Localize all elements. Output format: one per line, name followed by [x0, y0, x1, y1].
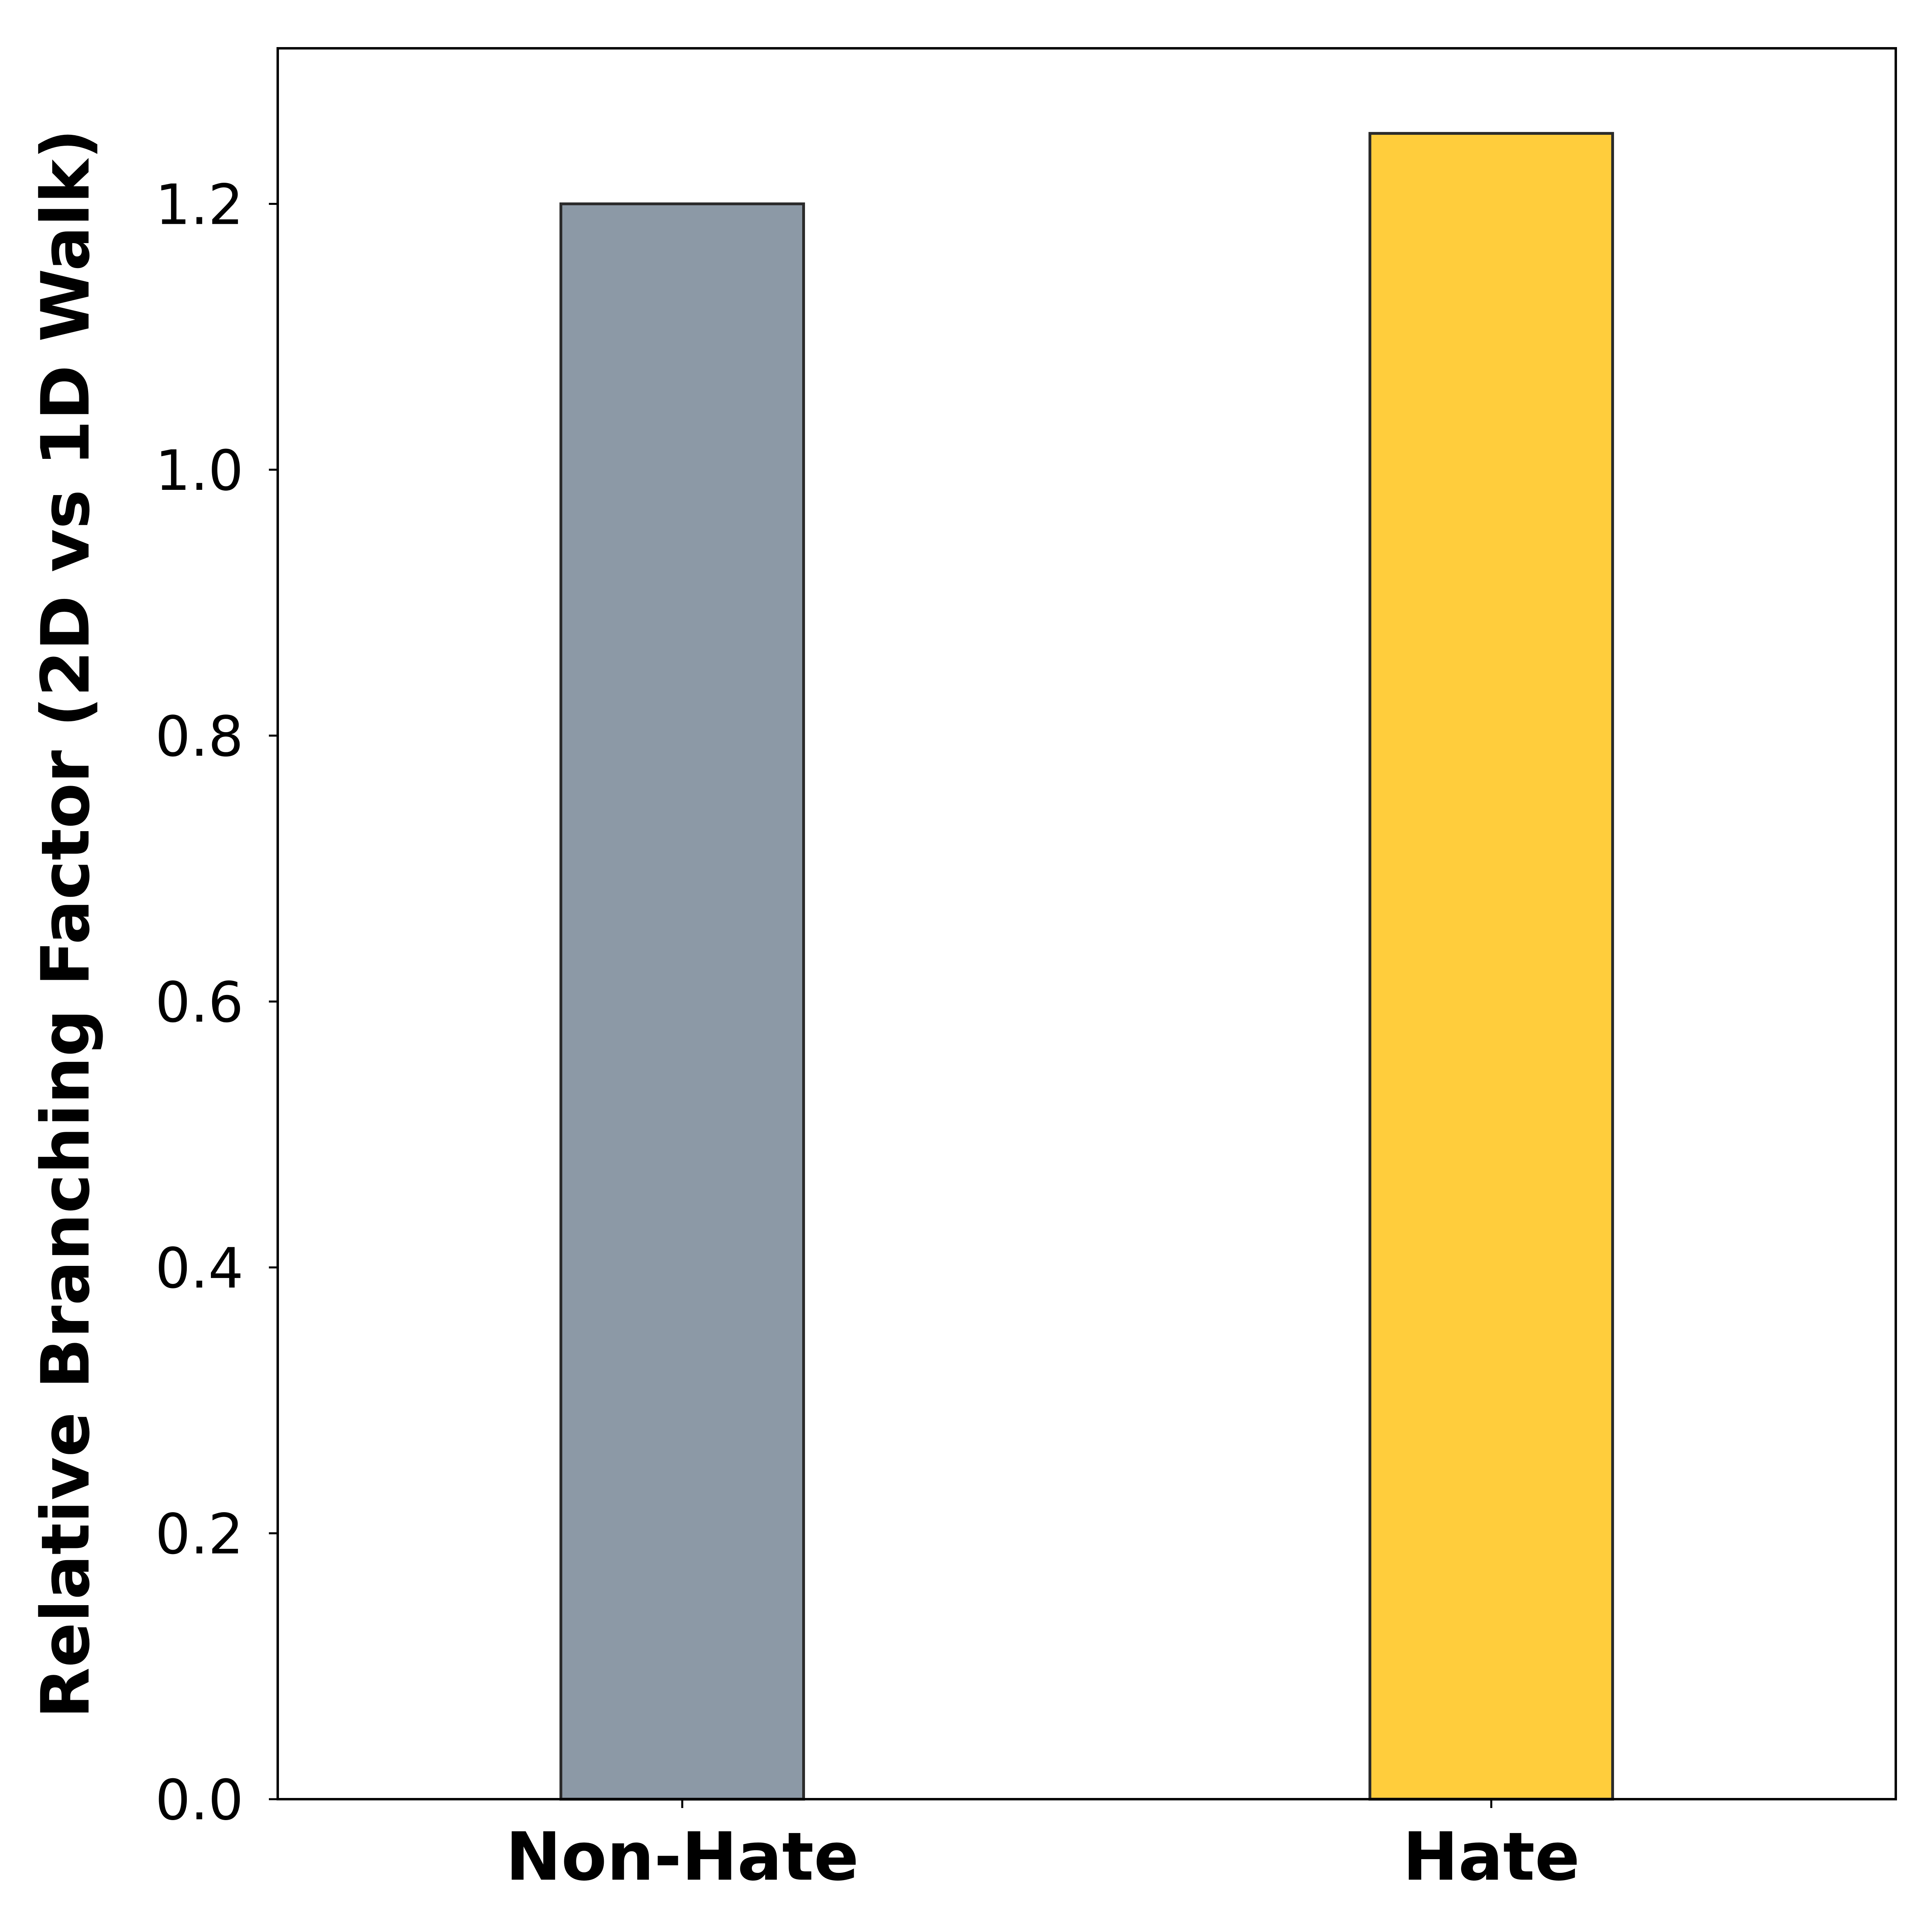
bar-hate — [1368, 132, 1614, 1801]
y-tick-label: 0.6 — [155, 970, 244, 1035]
x-tick-label: Non-Hate — [506, 1818, 859, 1895]
bars-group — [559, 132, 1614, 1801]
y-tick-label: 0.2 — [155, 1502, 244, 1567]
y-axis-title: Relative Branching Factor (2D vs 1D Walk… — [27, 129, 104, 1718]
y-tick-label: 0.4 — [155, 1236, 244, 1301]
y-axis-ticks: 0.0 0.2 0.4 0.6 0.8 1.0 1.2 — [155, 172, 278, 1833]
y-tick-label: 1.2 — [155, 172, 244, 237]
y-tick-label: 0.0 — [155, 1768, 244, 1833]
x-axis-ticks: Non-Hate Hate — [506, 1799, 1580, 1895]
y-tick-label: 1.0 — [155, 438, 244, 503]
y-tick-label: 0.8 — [155, 704, 244, 769]
x-tick-label: Hate — [1403, 1818, 1580, 1895]
bar-non-hate — [559, 202, 805, 1801]
plot-frame — [277, 47, 1897, 1800]
